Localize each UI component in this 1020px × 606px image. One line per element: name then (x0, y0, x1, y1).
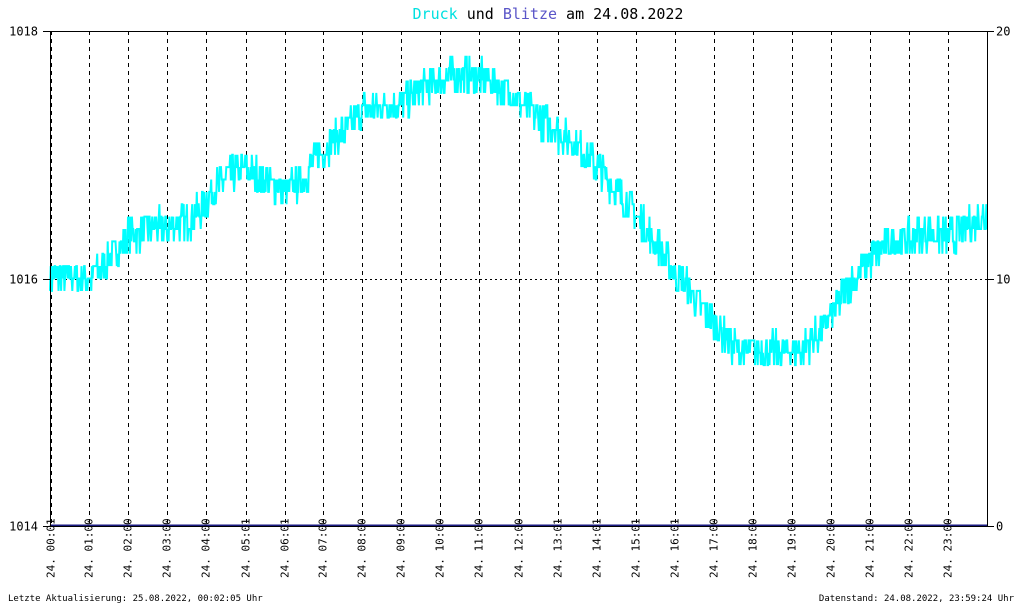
y-left-tick-label: 1014 (9, 520, 38, 534)
x-tick-label: 24. 20:00 (825, 518, 838, 578)
series-layer (49, 55, 988, 527)
x-tick-label: 24. 23:00 (942, 518, 955, 578)
x-tick-label: 24. 01:00 (83, 518, 96, 578)
x-tick-label: 24. 11:00 (473, 518, 486, 578)
y-left-tick-label: 1018 (9, 25, 38, 39)
y-right-tick-label: 10 (996, 273, 1010, 287)
x-tick-label: 24. 07:00 (317, 518, 330, 578)
footer-data-status: Datenstand: 24.08.2022, 23:59:24 Uhr (819, 594, 1015, 604)
x-tick-label: 24. 06:01 (279, 518, 292, 578)
x-tick-label: 24. 09:00 (395, 518, 408, 578)
y-left-tick-label: 1016 (9, 273, 38, 287)
x-tick-label: 24. 18:00 (747, 518, 760, 578)
x-tick-label: 24. 22:00 (903, 518, 916, 578)
x-tick-label: 24. 21:00 (864, 518, 877, 578)
x-tick-label: 24. 05:01 (240, 518, 253, 578)
title-pressure: Druck (413, 5, 458, 23)
x-tick-label: 24. 16:01 (669, 518, 682, 578)
x-tick-label: 24. 04:00 (200, 518, 213, 578)
x-tick-label: 24. 10:00 (434, 518, 447, 578)
y-right-tick-label: 0 (996, 520, 1003, 534)
x-tick-label: 24. 13:01 (552, 518, 565, 578)
x-tick-label: 24. 14:01 (591, 518, 604, 578)
x-tick-label: 24. 08:00 (356, 518, 369, 578)
x-tick-label: 24. 19:00 (786, 518, 799, 578)
x-tick-label: 24. 02:00 (122, 518, 135, 578)
x-tick-label: 24. 15:01 (630, 518, 643, 578)
chart-title: Druck und Blitze am 24.08.2022 (413, 5, 684, 23)
title-date: am 24.08.2022 (557, 5, 683, 23)
x-tick-label: 24. 00:01 (45, 518, 58, 578)
axes: 24. 00:01 24. 01:00 24. 02:00 24. 03:00 24. … (9, 25, 1010, 579)
x-tick-label: 24. 03:00 (161, 518, 174, 578)
title-lightning: Blitze (503, 5, 557, 23)
pressure-series-line (49, 55, 988, 367)
footer-last-update: Letzte Aktualisierung: 25.08.2022, 00:02… (8, 594, 263, 604)
x-tick-label: 24. 17:00 (708, 518, 721, 578)
plot-frame (50, 31, 988, 527)
y-right-tick-label: 20 (996, 25, 1010, 39)
x-tick-label: 24. 12:00 (513, 518, 526, 578)
title-und: und (458, 5, 503, 23)
